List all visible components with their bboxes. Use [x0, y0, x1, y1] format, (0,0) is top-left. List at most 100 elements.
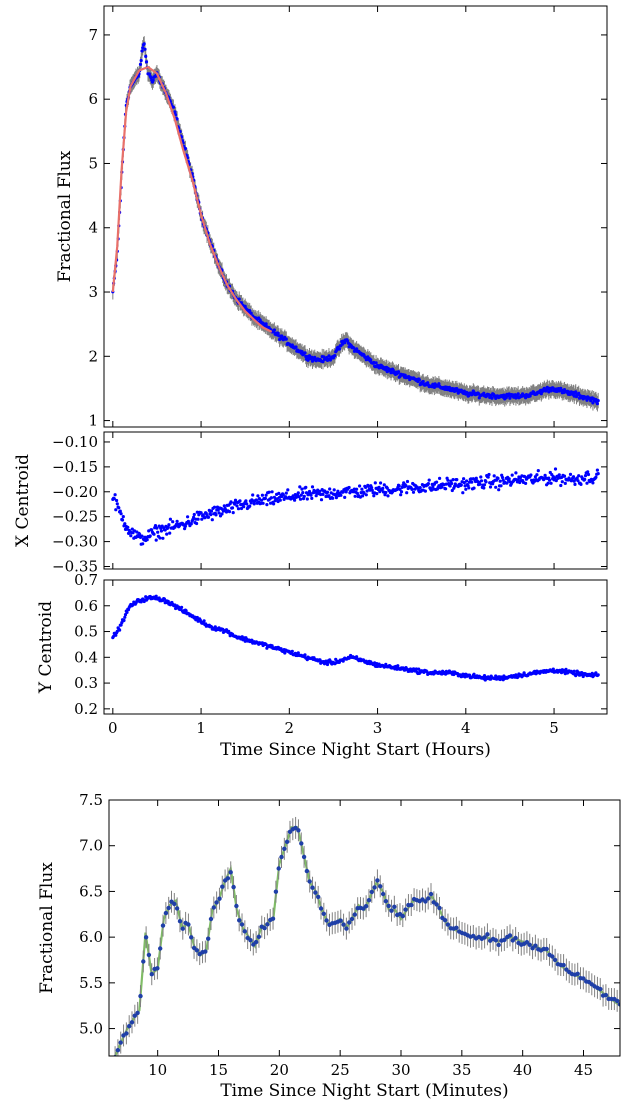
data-point — [118, 628, 122, 632]
data-point — [375, 878, 380, 883]
data-point — [114, 633, 118, 637]
plot-area — [111, 36, 600, 412]
data-point — [251, 493, 255, 497]
data-point — [389, 908, 394, 913]
data-point — [338, 918, 343, 923]
axes-frame — [103, 5, 608, 428]
data-point — [523, 475, 527, 479]
data-point — [237, 918, 242, 923]
data-point — [301, 491, 305, 495]
data-point — [122, 618, 126, 623]
axes-frame — [108, 799, 621, 1057]
data-point — [206, 515, 211, 519]
data-point — [144, 54, 148, 59]
data-point — [507, 477, 511, 481]
data-point — [428, 891, 434, 897]
data-point — [355, 347, 359, 351]
data-points — [113, 825, 620, 1056]
data-point — [488, 485, 493, 489]
data-point — [129, 1020, 135, 1025]
data-point — [536, 469, 540, 473]
panel-y-centroid: 0.2 0.3 0.4 0.5 0.6 0.7 0 1 2 3 4 5 Y Centroid Time S… — [36, 571, 608, 760]
data-point — [199, 511, 203, 515]
x-axis-label: Time Since Night Start (Hours) — [220, 740, 491, 760]
data-point — [168, 531, 172, 535]
y-tick-label: −0.30 — [52, 533, 98, 551]
data-point — [149, 972, 154, 977]
data-point — [298, 485, 302, 489]
data-point — [150, 528, 154, 532]
data-point — [379, 481, 383, 485]
data-point — [189, 935, 194, 940]
data-point — [256, 934, 262, 939]
data-point — [378, 884, 383, 889]
data-point — [568, 472, 573, 476]
data-point — [129, 534, 133, 538]
data-point — [142, 42, 146, 46]
data-point — [363, 904, 369, 909]
data-point — [301, 854, 307, 860]
data-point — [544, 946, 549, 952]
data-point — [496, 476, 500, 480]
data-point — [155, 966, 160, 971]
data-point — [138, 62, 143, 66]
data-point — [203, 949, 208, 954]
data-point — [244, 499, 248, 503]
y-tick-label: 5 — [88, 154, 98, 172]
data-point — [239, 301, 244, 305]
data-point — [264, 322, 268, 326]
data-point — [144, 60, 149, 64]
data-point — [186, 922, 191, 927]
data-point — [321, 911, 326, 916]
data-point — [252, 502, 256, 506]
data-point — [564, 967, 569, 972]
data-point — [248, 504, 252, 508]
data-point — [290, 649, 294, 653]
data-point — [331, 496, 335, 500]
data-point — [352, 912, 357, 917]
data-point — [249, 501, 253, 505]
data-point — [411, 490, 416, 494]
data-point — [239, 506, 244, 511]
data-point — [490, 396, 494, 400]
data-point — [585, 481, 589, 485]
data-point — [410, 487, 414, 491]
data-point — [516, 392, 520, 396]
y-tick-label: 5.5 — [79, 974, 103, 992]
data-point — [524, 940, 530, 945]
x-tick-label: 45 — [574, 1061, 593, 1079]
data-point — [192, 515, 196, 519]
data-point — [380, 891, 386, 897]
data-point — [299, 841, 304, 846]
data-point — [389, 371, 393, 375]
data-point — [184, 609, 188, 613]
data-point — [163, 910, 169, 916]
data-point — [384, 490, 388, 495]
plot-area — [111, 467, 600, 546]
data-point — [404, 484, 408, 488]
data-point — [426, 482, 430, 486]
data-point — [206, 936, 211, 941]
y-tick-label: −0.35 — [52, 558, 98, 576]
y-tick-label: 0.7 — [74, 571, 98, 589]
data-point — [230, 506, 235, 510]
data-point — [121, 515, 125, 519]
data-point — [303, 653, 307, 657]
data-point — [167, 523, 171, 527]
data-point — [560, 480, 564, 484]
data-point — [115, 1048, 121, 1053]
data-point — [248, 938, 253, 943]
y-axis-label: X Centroid — [13, 454, 33, 547]
data-point — [513, 935, 518, 941]
data-point — [438, 476, 442, 480]
data-point — [405, 479, 410, 484]
data-point — [333, 354, 337, 358]
data-point — [242, 929, 247, 934]
data-point — [321, 492, 325, 496]
data-point — [492, 474, 496, 478]
data-point — [124, 1031, 129, 1036]
data-point — [245, 502, 249, 506]
data-point — [228, 870, 233, 875]
data-point — [366, 898, 372, 903]
data-point — [453, 482, 457, 486]
